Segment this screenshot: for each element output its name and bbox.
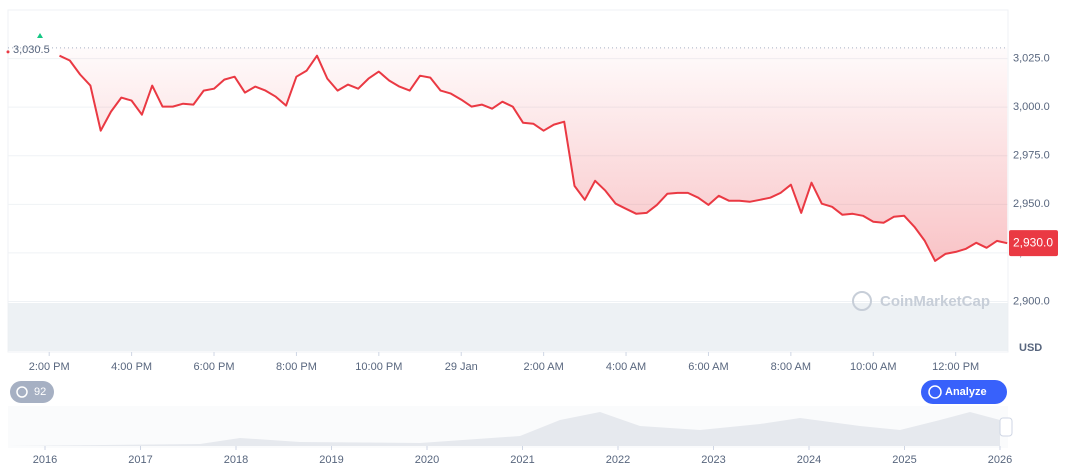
x-tick-label: 6:00 AM [688,361,728,373]
navigator-year: 2018 [224,454,248,466]
navigator-handle[interactable] [999,417,1013,437]
x-tick-label: 4:00 PM [111,361,152,373]
y-tick-label: 2,900.0 [1013,295,1050,307]
navigator-year: 2025 [892,454,916,466]
navigator-year: 2020 [415,454,439,466]
analyze-text: Analyze [945,386,987,398]
navigator-year: 2023 [701,454,725,466]
navigator-year: 2017 [128,454,152,466]
x-tick-label: 8:00 AM [771,361,811,373]
watermark: CoinMarketCap [880,293,990,310]
analyze-button[interactable] [921,380,1007,404]
navigator-year: 2021 [510,454,534,466]
reference-dot [6,50,10,54]
x-tick-label: 4:00 AM [606,361,646,373]
area-fill [59,47,1008,261]
navigator-year: 2022 [606,454,630,466]
x-tick-label: 6:00 PM [194,361,235,373]
badge-text: 92 [34,386,46,398]
analyze-icon [928,385,942,399]
price-line [59,54,1008,262]
reference-label: 3,030.5 [13,44,50,56]
x-tick-label: 29 Jan [445,361,478,373]
plot-frame [7,9,1009,353]
navigator-year: 2026 [988,454,1012,466]
navigator-year: 2016 [33,454,57,466]
x-tick-label: 2:00 AM [523,361,563,373]
y-axis-label: USD [1019,342,1042,354]
last-price-label: 2,930.0 [1013,235,1053,249]
watermark-logo [852,291,872,311]
x-tick-label: 10:00 AM [850,361,896,373]
y-tick-label: 3,025.0 [1013,52,1050,64]
navigator-area [8,412,1000,446]
badge-icon [16,386,28,398]
navigator-year: 2024 [797,454,821,466]
x-tick-label: 2:00 PM [29,361,70,373]
up-marker [37,33,43,38]
y-tick-label: 2,975.0 [1013,150,1050,162]
navigator-year: 2019 [319,454,343,466]
x-tick-label: 12:00 PM [932,361,979,373]
last-price-badge [1009,230,1058,257]
y-tick-label: 2,950.0 [1013,198,1050,210]
x-tick-label: 8:00 PM [276,361,317,373]
y-tick-label: 3,000.0 [1013,101,1050,113]
x-tick-label: 10:00 PM [355,361,402,373]
volume-area [8,303,1008,351]
